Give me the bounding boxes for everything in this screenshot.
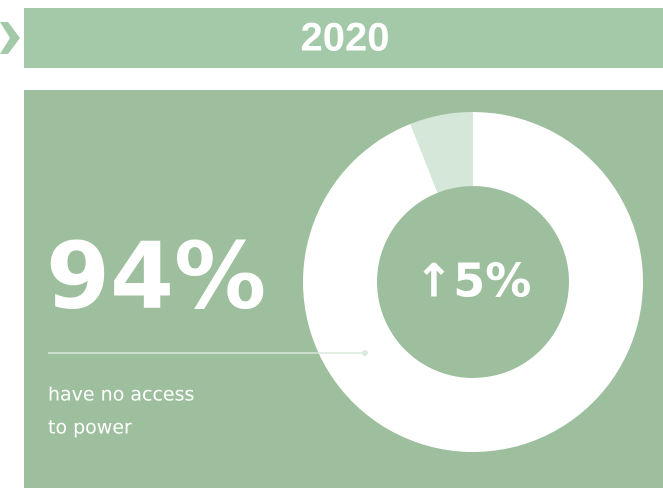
caption: have no access: [48, 384, 194, 406]
donut-segment: [410, 112, 473, 193]
value-label: 94%: [46, 222, 266, 329]
header-band: [24, 8, 663, 68]
caption: to power: [48, 417, 132, 439]
donut: [303, 112, 643, 452]
chart-title: 2020: [301, 16, 390, 60]
annotation: ↑5%: [415, 254, 532, 308]
divider-dot: [362, 350, 368, 356]
donut-segment: [303, 112, 643, 452]
header-arrow: [0, 22, 20, 54]
